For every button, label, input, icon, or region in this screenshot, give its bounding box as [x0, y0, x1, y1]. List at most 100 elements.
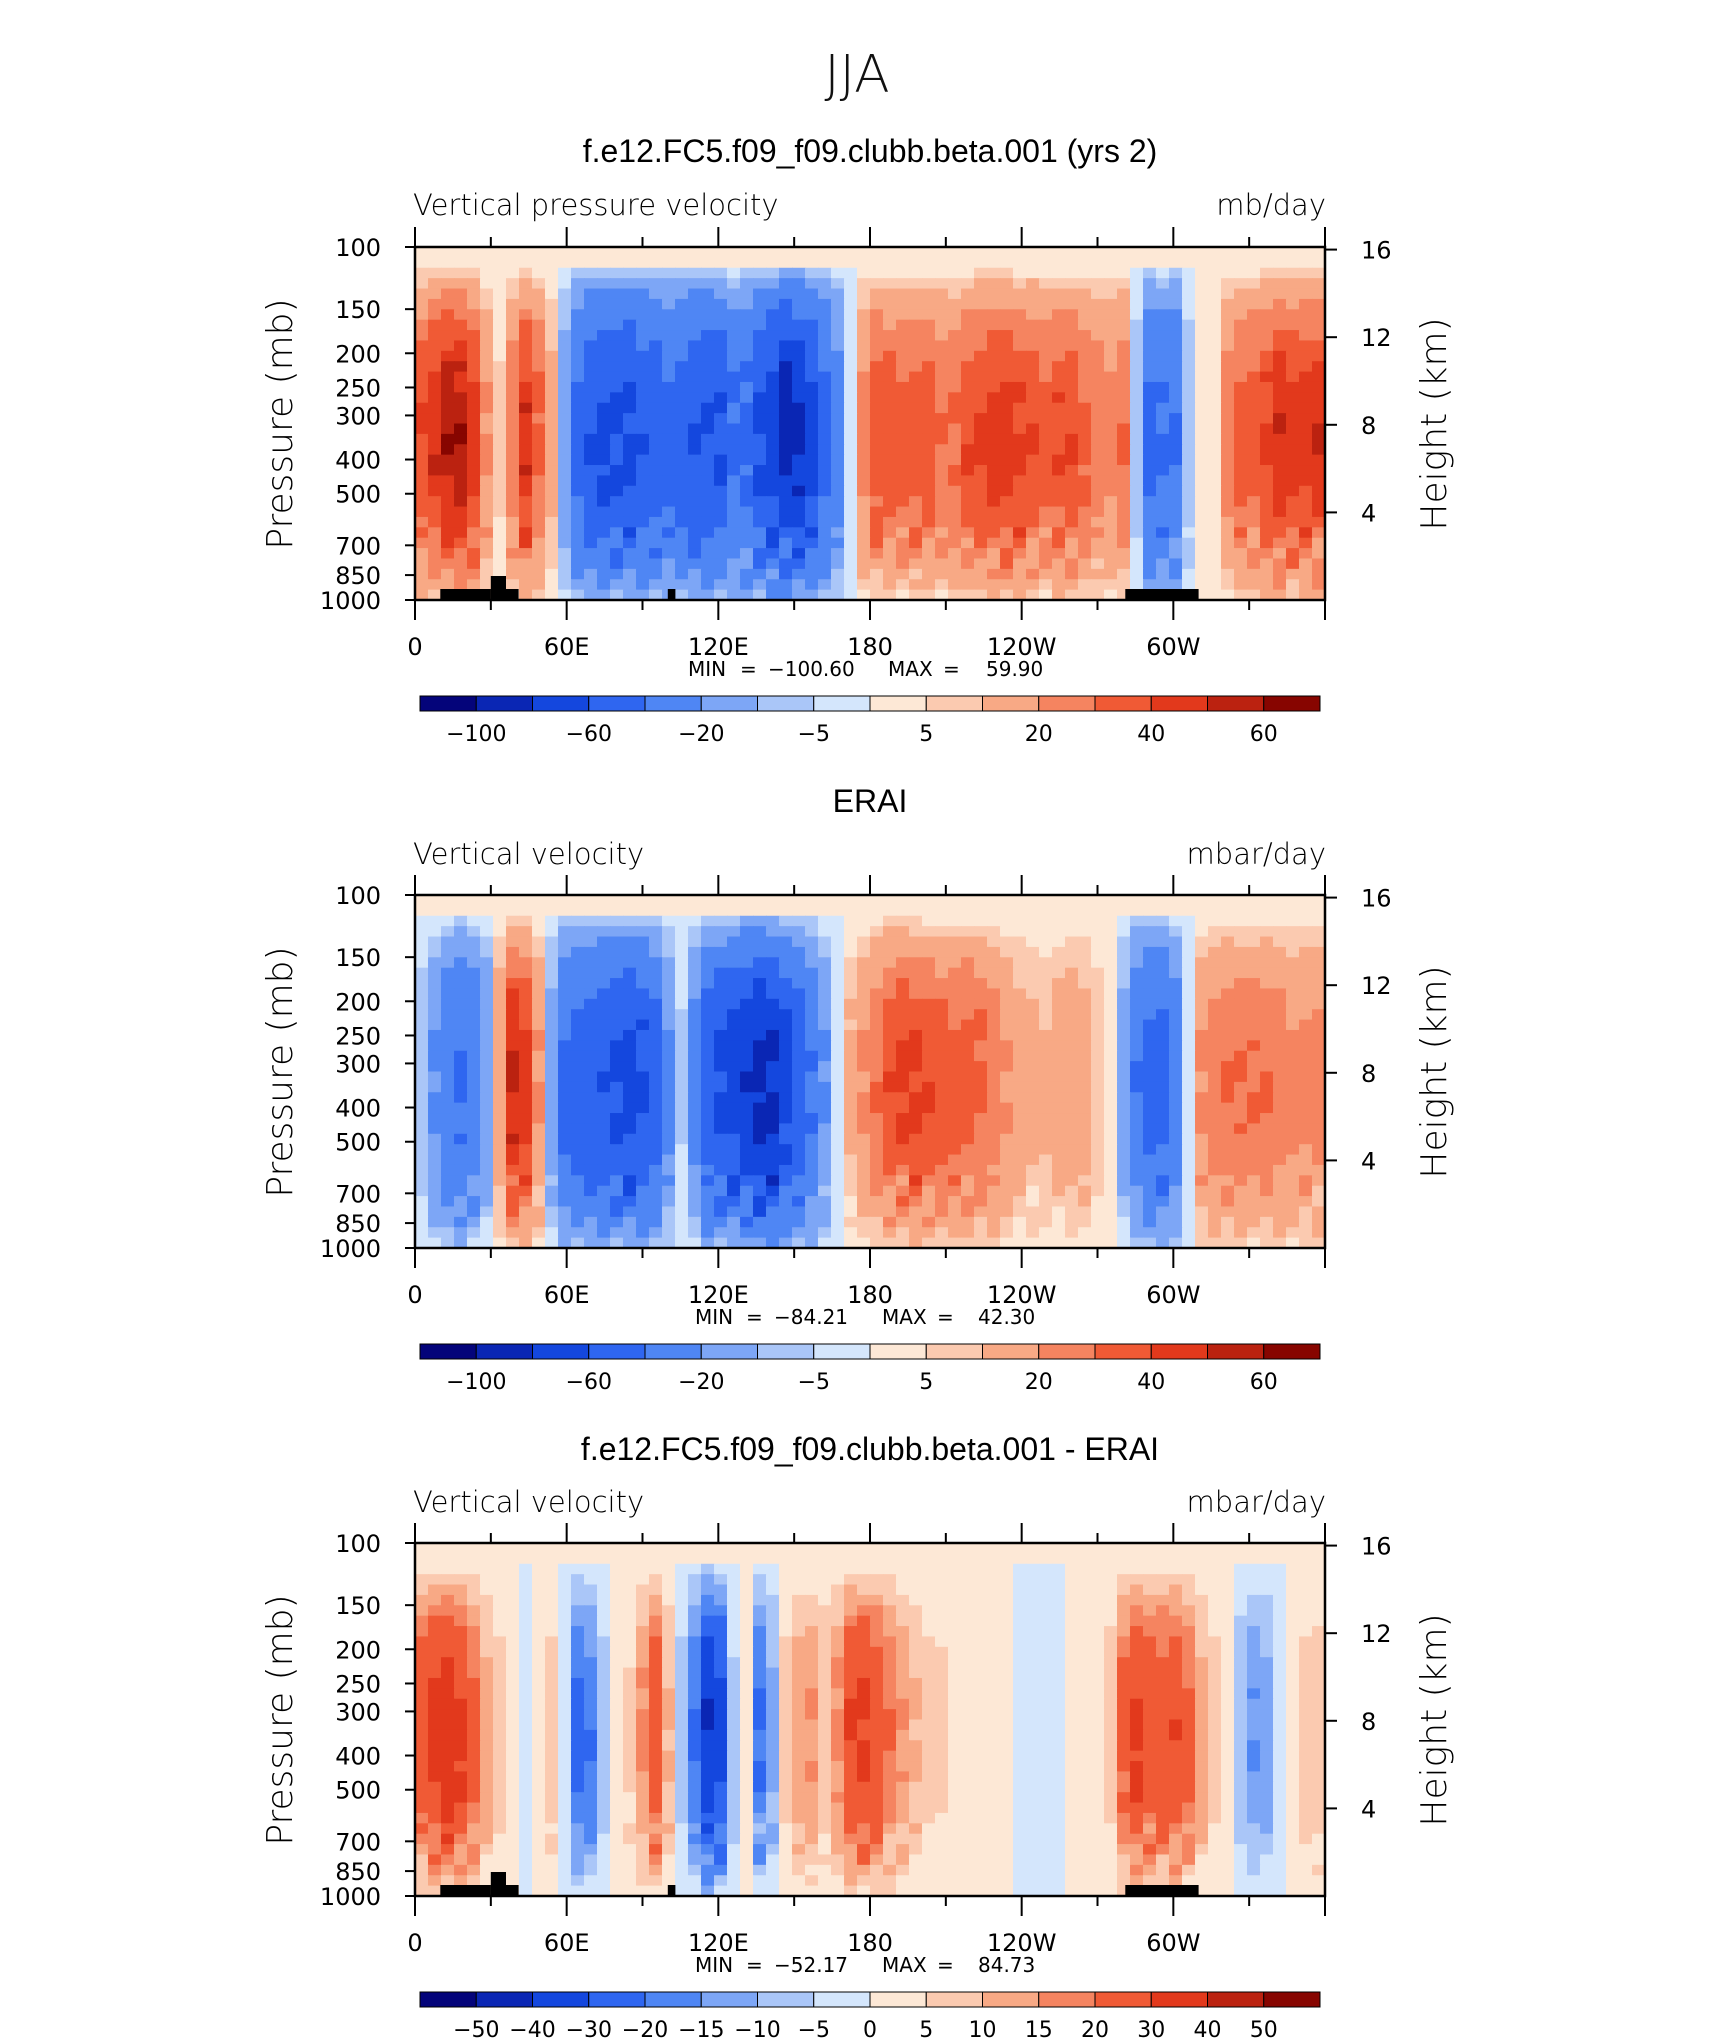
field-cell — [922, 527, 936, 539]
field-cell — [415, 298, 429, 310]
field-cell — [584, 1185, 598, 1197]
field-cell — [779, 558, 793, 570]
field-cell — [974, 998, 988, 1010]
field-cell — [1078, 988, 1092, 1000]
field-cell — [857, 967, 871, 979]
field-cell — [1312, 1102, 1325, 1114]
field-cell — [623, 1543, 637, 1554]
field-cell — [805, 1185, 819, 1197]
field-cell — [584, 1237, 598, 1248]
field-cell — [584, 1164, 598, 1176]
field-cell — [519, 506, 533, 518]
field-cell — [1078, 247, 1092, 258]
field-cell — [1208, 402, 1222, 414]
field-cell — [1234, 998, 1248, 1010]
field-cell — [714, 998, 728, 1010]
field-cell — [987, 548, 1001, 560]
field-cell — [545, 988, 559, 1000]
field-cell — [532, 433, 546, 445]
field-cell — [935, 1029, 949, 1041]
field-cell — [727, 558, 741, 570]
field-cell — [1182, 1196, 1196, 1208]
field-cell — [1078, 1144, 1092, 1156]
field-cell — [623, 392, 637, 404]
field-cell — [948, 1113, 962, 1125]
field-cell — [636, 1543, 650, 1554]
field-cell — [870, 516, 884, 528]
field-cell — [1247, 998, 1261, 1010]
field-cell — [1234, 465, 1248, 477]
field-cell — [1130, 516, 1144, 528]
field-cell — [844, 895, 858, 906]
field-cell — [1091, 506, 1105, 518]
field-cell — [597, 568, 611, 580]
field-cell — [922, 1227, 936, 1239]
field-cell — [1065, 1102, 1079, 1114]
field-cell — [1247, 988, 1261, 1000]
field-cell — [1234, 568, 1248, 580]
field-cell — [610, 1543, 624, 1554]
field-cell — [1117, 527, 1131, 539]
field-cell — [584, 967, 598, 979]
field-cell — [1260, 381, 1274, 393]
field-cell — [1052, 1164, 1066, 1176]
field-cell — [1234, 926, 1248, 938]
field-cell — [766, 1196, 780, 1208]
field-cell — [597, 1071, 611, 1083]
field-cell — [753, 381, 767, 393]
field-cell — [1299, 423, 1313, 435]
field-cell — [857, 926, 871, 938]
field-cell — [480, 1071, 494, 1083]
field-cell — [779, 978, 793, 990]
field-cell — [883, 548, 897, 560]
field-cell — [649, 988, 663, 1000]
field-cell — [740, 319, 754, 331]
field-cell — [1052, 298, 1066, 310]
field-cell — [1169, 895, 1183, 906]
field-cell — [1078, 558, 1092, 570]
panel-difference: f.e12.FC5.f09_f09.clubb.beta.001 - ERAI … — [260, 1431, 1455, 2038]
field-cell — [415, 350, 429, 362]
field-cell — [558, 278, 572, 290]
field-cell — [961, 568, 975, 580]
field-cell — [1065, 413, 1079, 425]
field-cell — [909, 936, 923, 948]
field-cell — [961, 465, 975, 477]
field-cell — [441, 926, 455, 938]
field-cell — [1091, 381, 1105, 393]
field-cell — [1013, 905, 1027, 917]
field-cell — [948, 1102, 962, 1114]
field-cell — [870, 589, 884, 600]
field-cell — [493, 1019, 507, 1031]
field-cell — [922, 548, 936, 560]
field-cell — [428, 1113, 442, 1125]
field-cell — [883, 1009, 897, 1021]
field-cell — [1312, 309, 1325, 321]
field-cell — [649, 926, 663, 938]
field-cell — [701, 475, 715, 487]
field-cell — [1273, 267, 1287, 279]
field-cell — [1078, 433, 1092, 445]
field-cell — [1013, 444, 1027, 456]
field-cell — [948, 319, 962, 331]
field-cell — [1273, 946, 1287, 958]
field-cell — [1195, 361, 1209, 373]
field-cell — [506, 298, 520, 310]
field-cell — [753, 988, 767, 1000]
field-cell — [1286, 568, 1300, 580]
field-cell — [805, 1040, 819, 1052]
field-cell — [1234, 978, 1248, 990]
field-cell — [441, 1206, 455, 1218]
field-cell — [454, 475, 468, 487]
field-cell — [649, 589, 663, 600]
field-cell — [844, 1019, 858, 1031]
field-cell — [935, 516, 949, 528]
field-cell — [883, 1050, 897, 1062]
field-cell — [1000, 267, 1014, 279]
field-cell — [1143, 309, 1157, 321]
field-cell — [1312, 475, 1325, 487]
field-cell — [584, 988, 598, 1000]
field-cell — [740, 1206, 754, 1218]
field-cell — [636, 257, 650, 269]
field-cell — [467, 1092, 481, 1104]
